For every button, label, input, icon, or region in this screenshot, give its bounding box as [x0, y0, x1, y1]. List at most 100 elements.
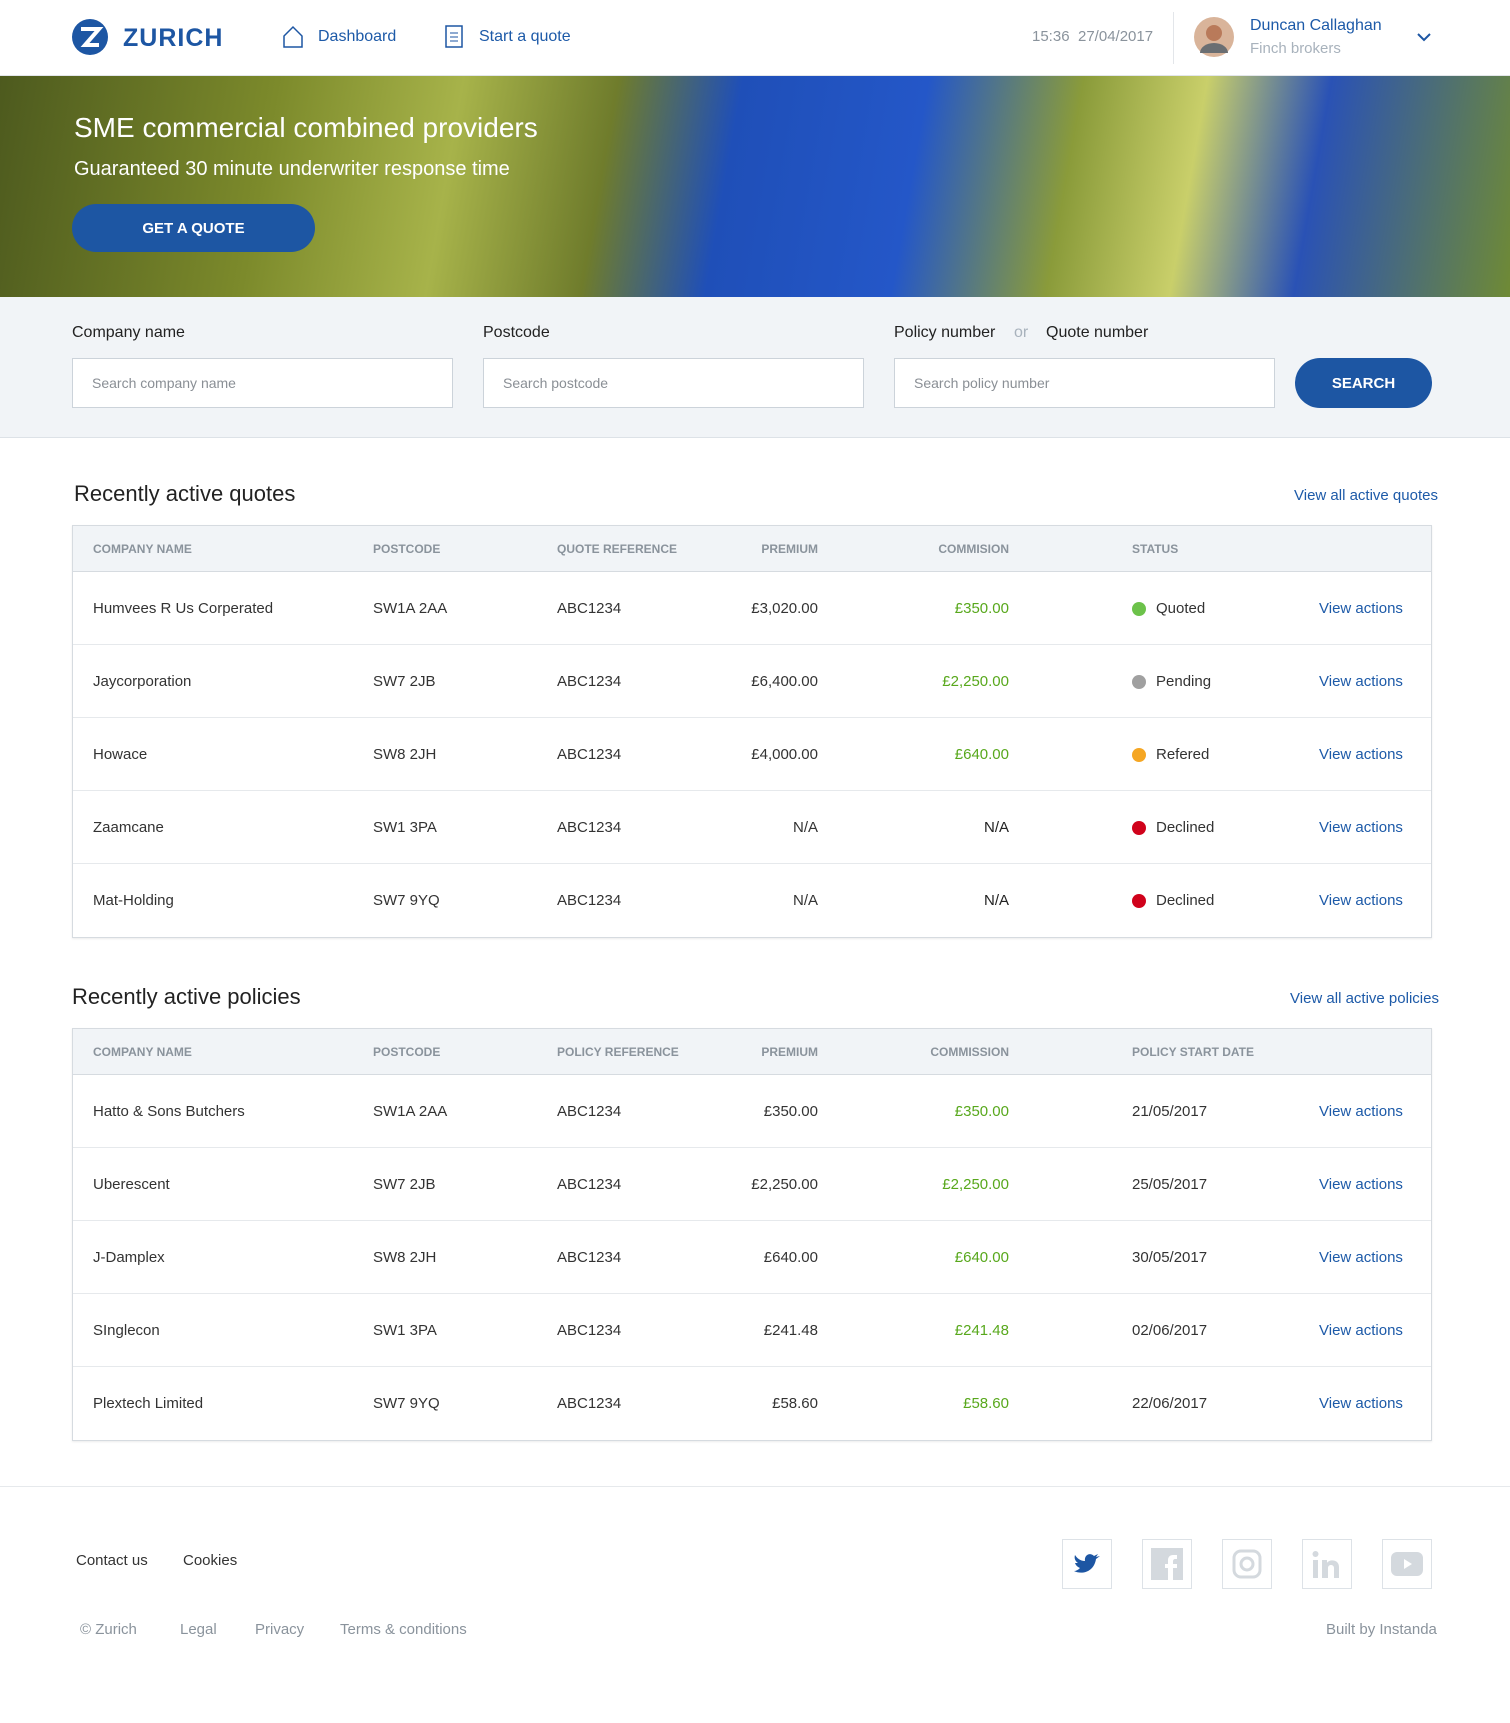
table-row: Uberescent SW7 2JB ABC1234 £2,250.00 £2,250.…: [73, 1148, 1431, 1221]
postcode-input[interactable]: Search postcode: [483, 358, 864, 408]
search-button[interactable]: SEARCH: [1295, 358, 1432, 408]
view-actions-link[interactable]: View actions: [1319, 673, 1403, 690]
nav-dashboard[interactable]: Dashboard: [318, 28, 397, 45]
view-actions-link[interactable]: View actions: [1319, 1322, 1403, 1339]
view-all-policies[interactable]: View all active policies: [1290, 990, 1439, 1007]
table-header: COMPANY NAME POSTCODE QUOTE REFERENCE PREMI…: [73, 526, 1431, 572]
terms-link[interactable]: Terms & conditions: [340, 1621, 467, 1638]
commission: £640.00: [954, 1249, 1009, 1266]
column-header: STATUS: [1132, 542, 1179, 556]
nav-start-quote[interactable]: Start a quote: [479, 28, 571, 45]
postcode: SW8 2JH: [373, 1249, 437, 1266]
quotes-table: COMPANY NAME POSTCODE QUOTE REFERENCE PREMI…: [72, 525, 1432, 938]
reference: ABC1234: [557, 1103, 622, 1120]
avatar: [1194, 17, 1234, 57]
reference: ABC1234: [557, 1395, 622, 1412]
premium: N/A: [792, 819, 818, 836]
table-row: Plextech Limited SW7 9YQ ABC1234 £58.60 £58.…: [73, 1367, 1431, 1440]
view-actions-link[interactable]: View actions: [1319, 1249, 1403, 1266]
commission: £58.60: [963, 1395, 1009, 1412]
logo-mark: [72, 19, 108, 55]
view-actions-link[interactable]: View actions: [1319, 1103, 1403, 1120]
twitter-icon[interactable]: [1062, 1539, 1112, 1589]
commission: £350.00: [954, 600, 1009, 617]
view-actions-link[interactable]: View actions: [1319, 746, 1403, 763]
postcode: SW7 9YQ: [373, 892, 440, 909]
quote-toggle[interactable]: Quote number: [1046, 324, 1149, 341]
date: 27/04/2017: [1078, 28, 1154, 45]
search-panel: Company name Search company name Postcod…: [0, 297, 1510, 438]
table-row: J-Damplex SW8 2JH ABC1234 £640.00 £640.00 30/…: [73, 1221, 1431, 1294]
start-date: 02/06/2017: [1132, 1322, 1208, 1339]
time: 15:36: [1032, 28, 1070, 45]
view-actions-link[interactable]: View actions: [1319, 819, 1403, 836]
start-date: 22/06/2017: [1132, 1395, 1208, 1412]
status-dot: [1132, 602, 1146, 616]
view-actions-link[interactable]: View actions: [1319, 600, 1403, 617]
premium: £58.60: [772, 1395, 818, 1412]
status: Quoted: [1156, 600, 1206, 617]
premium: £640.00: [763, 1249, 818, 1266]
company: Uberescent: [93, 1176, 170, 1193]
brand[interactable]: ZURICH: [123, 24, 224, 52]
company: Zaamcane: [93, 819, 164, 836]
premium: £2,250.00: [751, 1176, 818, 1193]
start-date: 25/05/2017: [1132, 1176, 1208, 1193]
company: SInglecon: [93, 1322, 160, 1339]
view-actions-link[interactable]: View actions: [1319, 892, 1403, 909]
postcode: SW1 3PA: [373, 1322, 437, 1339]
status-dot: [1132, 675, 1146, 689]
youtube-icon[interactable]: [1382, 1539, 1432, 1589]
reference: ABC1234: [557, 1249, 622, 1266]
built-by: Built by Instanda: [1326, 1621, 1437, 1638]
facebook-icon[interactable]: [1142, 1539, 1192, 1589]
table-row: Howace SW8 2JH ABC1234 £4,000.00 £640.00 Refe…: [73, 718, 1431, 791]
column-header: COMPANY NAME: [93, 542, 192, 556]
commission: £640.00: [954, 746, 1009, 763]
policy-label[interactable]: Policy number: [894, 324, 996, 341]
copyright: © Zurich: [80, 1621, 137, 1638]
postcode: SW1A 2AA: [373, 600, 448, 617]
status: Pending: [1156, 673, 1212, 690]
company: Jaycorporation: [93, 673, 192, 690]
premium: £3,020.00: [751, 600, 818, 617]
table-header: COMPANY NAME POSTCODE POLICY REFERENCE PREM…: [73, 1029, 1431, 1075]
postcode-label: Postcode: [483, 324, 550, 341]
policy-input[interactable]: Search policy number: [894, 358, 1275, 408]
instagram-icon[interactable]: [1222, 1539, 1272, 1589]
reference: ABC1234: [557, 1322, 622, 1339]
company: Plextech Limited: [93, 1395, 204, 1412]
divider: [1173, 12, 1174, 64]
footer-link[interactable]: Cookies: [183, 1552, 238, 1569]
privacy-link[interactable]: Privacy: [255, 1621, 305, 1638]
user-name[interactable]: Duncan Callaghan: [1250, 17, 1382, 34]
postcode: SW1A 2AA: [373, 1103, 448, 1120]
company-input[interactable]: Search company name: [72, 358, 453, 408]
linkedin-icon[interactable]: [1302, 1539, 1352, 1589]
user-company: Finch brokers: [1250, 40, 1341, 57]
view-actions-link[interactable]: View actions: [1319, 1395, 1403, 1412]
quotes-title: Recently active quotes: [74, 481, 296, 506]
reference: ABC1234: [557, 892, 622, 909]
postcode: SW7 2JB: [373, 673, 436, 690]
status-dot: [1132, 748, 1146, 762]
premium: £241.48: [763, 1322, 818, 1339]
top-bar: ZURICH Dashboard Start a quote 15:36 27/…: [0, 0, 1510, 76]
reference: ABC1234: [557, 819, 622, 836]
commission: £2,250.00: [942, 673, 1009, 690]
column-header: COMPANY NAME: [93, 1045, 192, 1059]
user-menu-chevron[interactable]: [1416, 31, 1432, 43]
column-header: COMMISION: [938, 542, 1009, 556]
column-header: POLICY REFERENCE: [557, 1045, 679, 1059]
footer-link[interactable]: Contact us: [76, 1552, 148, 1569]
column-header: QUOTE REFERENCE: [557, 542, 678, 556]
column-header: PREMIUM: [761, 1045, 818, 1059]
column-header: POSTCODE: [373, 1045, 441, 1059]
view-actions-link[interactable]: View actions: [1319, 1176, 1403, 1193]
premium: N/A: [792, 892, 818, 909]
get-quote-button[interactable]: GET A QUOTE: [72, 204, 315, 252]
company: Howace: [93, 746, 148, 763]
company: Hatto & Sons Butchers: [93, 1103, 245, 1120]
legal-link[interactable]: Legal: [180, 1621, 217, 1638]
view-all-quotes[interactable]: View all active quotes: [1294, 487, 1438, 504]
